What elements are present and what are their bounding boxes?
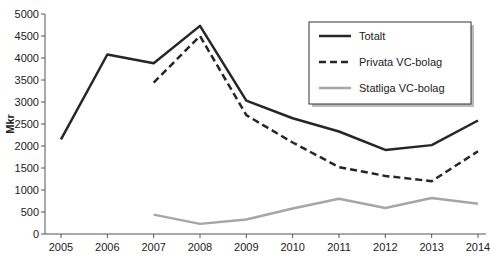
y-tick: [41, 212, 45, 213]
x-tick-label: 2011: [327, 241, 351, 253]
y-tick-label: 3500: [15, 74, 39, 86]
legend-label: Totalt: [359, 30, 385, 42]
y-tick: [41, 168, 45, 169]
x-tick-label: 2014: [466, 241, 490, 253]
y-tick: [41, 80, 45, 81]
legend-label: Privata VC-bolag: [359, 56, 442, 68]
y-tick: [41, 190, 45, 191]
x-tick: [246, 234, 247, 238]
y-tick-label: 2500: [15, 118, 39, 130]
legend-swatch: [319, 87, 351, 90]
x-tick-label: 2012: [373, 241, 397, 253]
x-tick-label: 2007: [141, 241, 165, 253]
y-tick-label: 5000: [15, 8, 39, 20]
series-line: [154, 198, 478, 224]
x-tick-label: 2005: [49, 241, 73, 253]
x-tick-label: 2009: [234, 241, 258, 253]
y-tick-label: 500: [21, 206, 39, 218]
y-tick-label: 0: [33, 228, 39, 240]
chart: 0 500 1000 1500 2000 2500 3000 3500 4000 4500 5000…: [0, 0, 490, 259]
legend-box: [309, 22, 471, 104]
x-tick: [61, 234, 62, 238]
x-tick: [385, 234, 386, 238]
y-tick-label: 3000: [15, 96, 39, 108]
plot-area: [61, 26, 478, 224]
y-tick-label: 4000: [15, 52, 39, 64]
x-tick: [339, 234, 340, 238]
x-tick-label: 2008: [188, 241, 212, 253]
y-tick: [41, 146, 45, 147]
x-tick: [478, 234, 479, 238]
y-tick: [41, 14, 45, 15]
y-axis-label: Mkr: [4, 114, 16, 134]
legend: Totalt Privata VC-bolag Statliga VC-bolag: [309, 22, 474, 107]
legend-swatch: [319, 35, 351, 38]
y-tick-label: 1000: [15, 184, 39, 196]
x-tick-label: 2013: [419, 241, 443, 253]
x-tick-label: 2006: [95, 241, 119, 253]
x-tick: [292, 234, 293, 238]
y-tick: [41, 234, 45, 235]
x-tick: [431, 234, 432, 238]
y-tick: [41, 36, 45, 37]
y-tick: [41, 102, 45, 103]
y-tick-label: 4500: [15, 30, 39, 42]
x-tick-label: 2010: [280, 241, 304, 253]
y-tick-label: 1500: [15, 162, 39, 174]
x-tick: [107, 234, 108, 238]
x-tick: [153, 234, 154, 238]
x-axis: [45, 234, 486, 235]
legend-label: Statliga VC-bolag: [359, 82, 445, 94]
legend-swatch: [319, 61, 351, 64]
y-tick: [41, 124, 45, 125]
y-tick: [41, 58, 45, 59]
y-tick-label: 2000: [15, 140, 39, 152]
x-tick: [200, 234, 201, 238]
